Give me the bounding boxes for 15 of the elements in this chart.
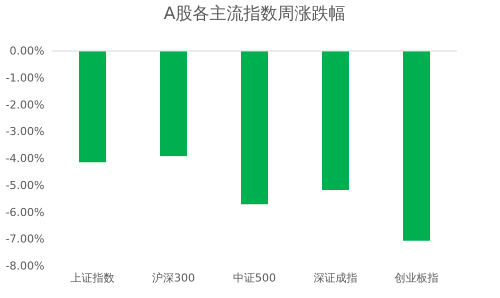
y-tick-label: -3.00% [6, 125, 44, 138]
y-tick-label: -6.00% [6, 206, 44, 219]
x-tick-label: 深证成指 [314, 272, 358, 284]
y-tick-label: -7.00% [6, 232, 44, 246]
y-tick-label: -4.00% [6, 152, 44, 165]
y-tick-label: 0.00% [10, 44, 44, 58]
x-tick-label: 中证500 [233, 272, 276, 284]
x-tick-label: 创业板指 [394, 272, 438, 284]
chart-title: A股各主流指数周涨跌幅 [164, 4, 346, 24]
y-tick-label: -8.00% [6, 260, 44, 272]
x-tick-label: 沪深300 [152, 272, 195, 284]
x-tick-label: 上证指数 [70, 272, 114, 284]
y-tick-label: -1.00% [6, 71, 44, 84]
y-tick-label: -2.00% [6, 98, 44, 112]
y-tick-label: -5.00% [6, 178, 44, 192]
